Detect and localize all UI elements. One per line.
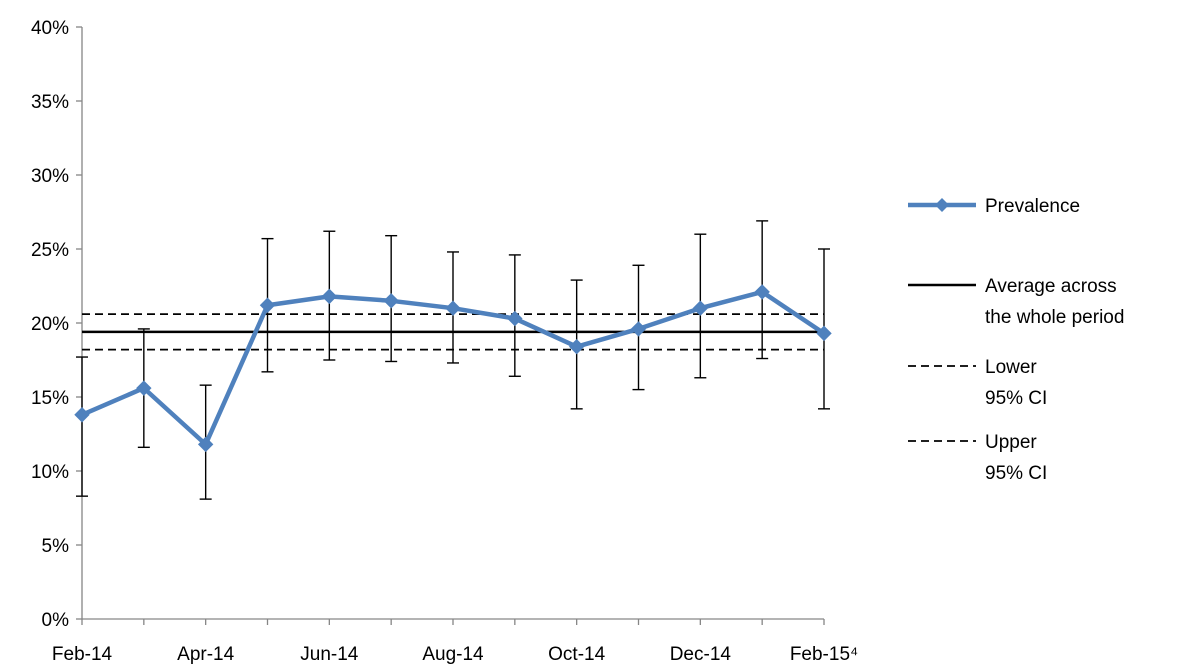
prevalence-point: [136, 380, 152, 396]
y-tick-label: 5%: [42, 536, 70, 557]
prevalence-point: [383, 293, 399, 309]
y-tick-label: 40%: [31, 18, 69, 39]
legend-label: Average across: [985, 276, 1117, 297]
x-tick-label: Jun-14: [300, 644, 359, 665]
prevalence-point: [197, 436, 214, 453]
legend-entry: Average across the whole period: [908, 276, 1124, 328]
error-bar: [76, 356, 88, 497]
x-tick-label: Feb-15⁴: [790, 644, 858, 665]
chart-axes: 0% 5% 10% 15% 20% 25% 30% 35% 40% Feb-14 Apr-14 Jun…: [31, 18, 858, 665]
y-tick-label: 25%: [31, 240, 69, 261]
prevalence-point: [630, 321, 647, 337]
x-tick-label: Feb-14: [52, 644, 113, 665]
legend-entry: Lower 95% CI: [908, 357, 1047, 409]
chart-legend: Prevalence Average across the whole period…: [908, 196, 1124, 484]
y-tick-label: 15%: [31, 388, 69, 409]
x-tick-label: Aug-14: [422, 644, 484, 665]
y-tick-label: 35%: [31, 92, 69, 113]
prevalence-point: [692, 300, 709, 316]
prevalence-point: [568, 338, 585, 355]
y-tick-label: 10%: [31, 462, 69, 483]
prevalence-point: [74, 407, 90, 423]
x-tick-label: Oct-14: [548, 644, 605, 665]
error-bars: [76, 220, 830, 500]
legend-entry: Upper 95% CI: [908, 432, 1047, 484]
x-tick-label: Dec-14: [670, 644, 732, 665]
prevalence-point: [754, 284, 770, 300]
legend-marker-diamond: [935, 198, 949, 212]
y-tick-label: 20%: [31, 314, 69, 335]
prevalence-point: [321, 288, 338, 305]
prevalence-point: [507, 310, 523, 327]
prevalence-point: [259, 297, 276, 313]
legend-label: 95% CI: [985, 463, 1047, 484]
legend-label: 95% CI: [985, 388, 1047, 409]
prevalence-point: [445, 300, 461, 316]
legend-label: Upper: [985, 432, 1037, 453]
y-tick-label: 0%: [42, 610, 70, 631]
legend-label: Lower: [985, 357, 1037, 378]
y-tick-label: 30%: [31, 166, 69, 187]
x-tick-label: Apr-14: [177, 644, 234, 665]
legend-label: Prevalence: [985, 196, 1080, 217]
legend-label: the whole period: [985, 307, 1124, 328]
legend-entry: Prevalence: [908, 196, 1080, 217]
prevalence-point: [816, 325, 832, 342]
series-layer: [74, 284, 832, 453]
